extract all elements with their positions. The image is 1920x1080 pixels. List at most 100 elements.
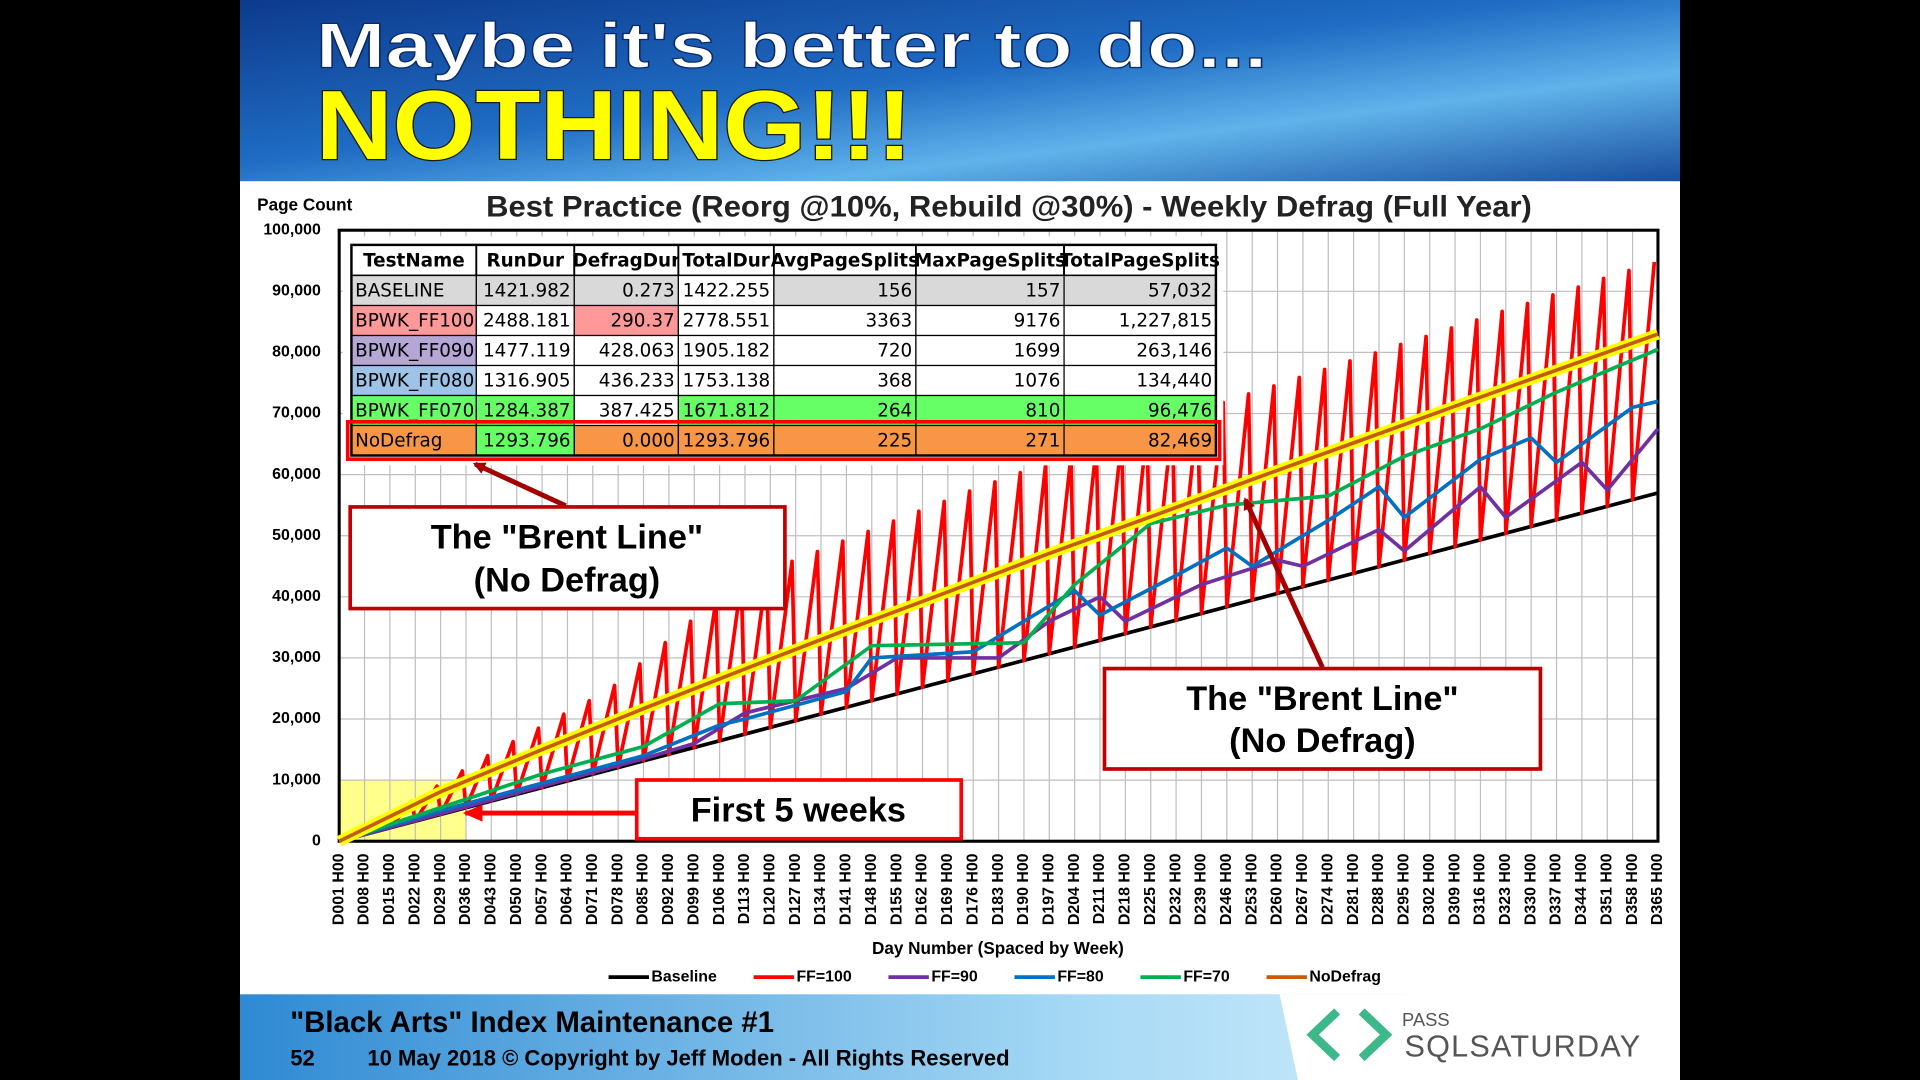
y-tick-label: 90,000 bbox=[272, 283, 321, 300]
x-tick-label: D225 H00 bbox=[1142, 853, 1159, 925]
x-tick-label: D365 H00 bbox=[1649, 853, 1666, 925]
table-cell-text: 1284.387 bbox=[483, 401, 571, 422]
x-tick-label: D218 H00 bbox=[1117, 853, 1134, 925]
table-cell bbox=[573, 424, 679, 457]
table-cell-text: 1,227,815 bbox=[1119, 311, 1212, 332]
x-tick-label: D155 H00 bbox=[888, 853, 905, 925]
y-tick-label: 30,000 bbox=[272, 649, 321, 666]
x-tick-label: D232 H00 bbox=[1167, 853, 1184, 925]
table-cell-text: 271 bbox=[1025, 431, 1060, 452]
x-tick-label: D323 H00 bbox=[1497, 853, 1514, 925]
table-cell-text: 810 bbox=[1025, 401, 1060, 422]
table-cell bbox=[573, 334, 679, 367]
x-tick-label: D267 H00 bbox=[1294, 853, 1311, 925]
table-cell-text: 2488.181 bbox=[483, 311, 571, 332]
x-tick-label: D211 H00 bbox=[1091, 853, 1108, 924]
x-tick-label: D337 H00 bbox=[1548, 853, 1565, 925]
table-cell-text: 1293.796 bbox=[483, 431, 571, 452]
x-tick-label: D043 H00 bbox=[483, 853, 500, 925]
x-tick-label: D330 H00 bbox=[1522, 853, 1539, 925]
table-cell-text: 0.273 bbox=[622, 281, 675, 302]
y-tick-label: 70,000 bbox=[272, 405, 321, 422]
x-tick-label: D169 H00 bbox=[939, 853, 956, 925]
logo-panel bbox=[1279, 994, 1680, 1080]
x-tick-label: D183 H00 bbox=[990, 853, 1007, 925]
y-tick-label: 80,000 bbox=[272, 344, 321, 361]
logo-small: PASS bbox=[1402, 1009, 1450, 1030]
table-cell-text: 1753.138 bbox=[683, 371, 771, 392]
callout-text: (No Defrag) bbox=[474, 561, 661, 599]
series-line bbox=[338, 399, 1659, 843]
x-axis-label: Day Number (Spaced by Week) bbox=[872, 938, 1124, 958]
table-header: DefragDur bbox=[573, 250, 681, 271]
x-tick-label: D120 H00 bbox=[762, 853, 779, 925]
x-tick-label: D134 H00 bbox=[812, 853, 829, 925]
table-header: TestName bbox=[363, 250, 465, 271]
table-cell-text: 0.000 bbox=[622, 431, 675, 452]
table-cell bbox=[475, 274, 575, 307]
footer-title: "Black Arts" Index Maintenance #1 bbox=[290, 1006, 774, 1039]
callout-box bbox=[1102, 666, 1543, 771]
y-tick-label: 20,000 bbox=[272, 710, 321, 727]
x-tick-label: D260 H00 bbox=[1269, 853, 1286, 925]
x-tick-label: D029 H00 bbox=[432, 853, 449, 925]
table-cell-text: 3363 bbox=[866, 311, 913, 332]
x-tick-label: D113 H00 bbox=[736, 853, 753, 924]
table-header-cell bbox=[677, 243, 775, 277]
x-tick-label: D099 H00 bbox=[685, 853, 702, 925]
chart-title: Best Practice (Reorg @10%, Rebuild @30%)… bbox=[486, 191, 1532, 224]
x-tick-label: D064 H00 bbox=[559, 853, 576, 925]
x-tick-label: D288 H00 bbox=[1370, 853, 1387, 925]
x-tick-label: D015 H00 bbox=[381, 853, 398, 925]
table-cell-text: 1421.982 bbox=[483, 281, 571, 302]
table-cell-text: 1422.255 bbox=[683, 281, 771, 302]
legend-label: FF=80 bbox=[1057, 968, 1104, 985]
x-tick-label: D253 H00 bbox=[1243, 853, 1260, 925]
table-cell bbox=[773, 364, 917, 397]
table-cell bbox=[1063, 334, 1217, 367]
table-cell-text: 1293.796 bbox=[683, 431, 771, 452]
table-cell bbox=[1063, 424, 1217, 457]
x-tick-label: D127 H00 bbox=[787, 853, 804, 925]
callout-text: First 5 weeks bbox=[691, 792, 906, 830]
table-cell-text: 1671.812 bbox=[683, 401, 771, 422]
x-tick-label: D022 H00 bbox=[406, 853, 423, 925]
x-tick-label: D274 H00 bbox=[1319, 853, 1336, 925]
y-tick-label: 50,000 bbox=[272, 527, 321, 544]
x-tick-label: D085 H00 bbox=[635, 853, 652, 925]
table-cell bbox=[773, 424, 917, 457]
table-cell bbox=[573, 274, 679, 307]
logo-chevron bbox=[1306, 1008, 1341, 1062]
x-tick-label: D316 H00 bbox=[1472, 853, 1489, 925]
table-header-cell bbox=[1063, 243, 1217, 277]
table-cell bbox=[475, 304, 575, 337]
table-cell bbox=[475, 364, 575, 397]
table-cell-text: 428.063 bbox=[599, 341, 675, 362]
x-tick-label: D302 H00 bbox=[1421, 853, 1438, 925]
table-cell-text: BPWK_FF090 bbox=[355, 341, 474, 362]
x-tick-label: D071 H00 bbox=[584, 853, 601, 925]
legend-label: FF=100 bbox=[796, 968, 851, 985]
y-tick-label: 10,000 bbox=[272, 771, 321, 788]
table-cell bbox=[350, 274, 477, 307]
legend-label: Baseline bbox=[651, 968, 717, 985]
table-cell-text: BPWK_FF080 bbox=[355, 371, 474, 392]
table-cell-text: 1076 bbox=[1014, 371, 1061, 392]
callout-box bbox=[348, 505, 787, 611]
logo-chevron bbox=[1358, 1008, 1393, 1062]
legend-label: NoDefrag bbox=[1309, 968, 1381, 985]
table-header: AvgPageSplits bbox=[771, 250, 919, 271]
x-tick-label: D295 H00 bbox=[1396, 853, 1413, 925]
table-cell-text: 720 bbox=[877, 341, 912, 362]
table-cell-text: 1905.182 bbox=[683, 341, 771, 362]
table-cell bbox=[1063, 274, 1217, 307]
callout-box bbox=[634, 778, 964, 841]
table-cell bbox=[915, 274, 1065, 307]
table-cell bbox=[677, 274, 775, 307]
y-axis-label: Page Count bbox=[257, 195, 352, 215]
x-tick-label: D281 H00 bbox=[1345, 853, 1362, 925]
table-cell-text: 9176 bbox=[1014, 311, 1061, 332]
table-cell-text: 2778.551 bbox=[683, 311, 771, 332]
